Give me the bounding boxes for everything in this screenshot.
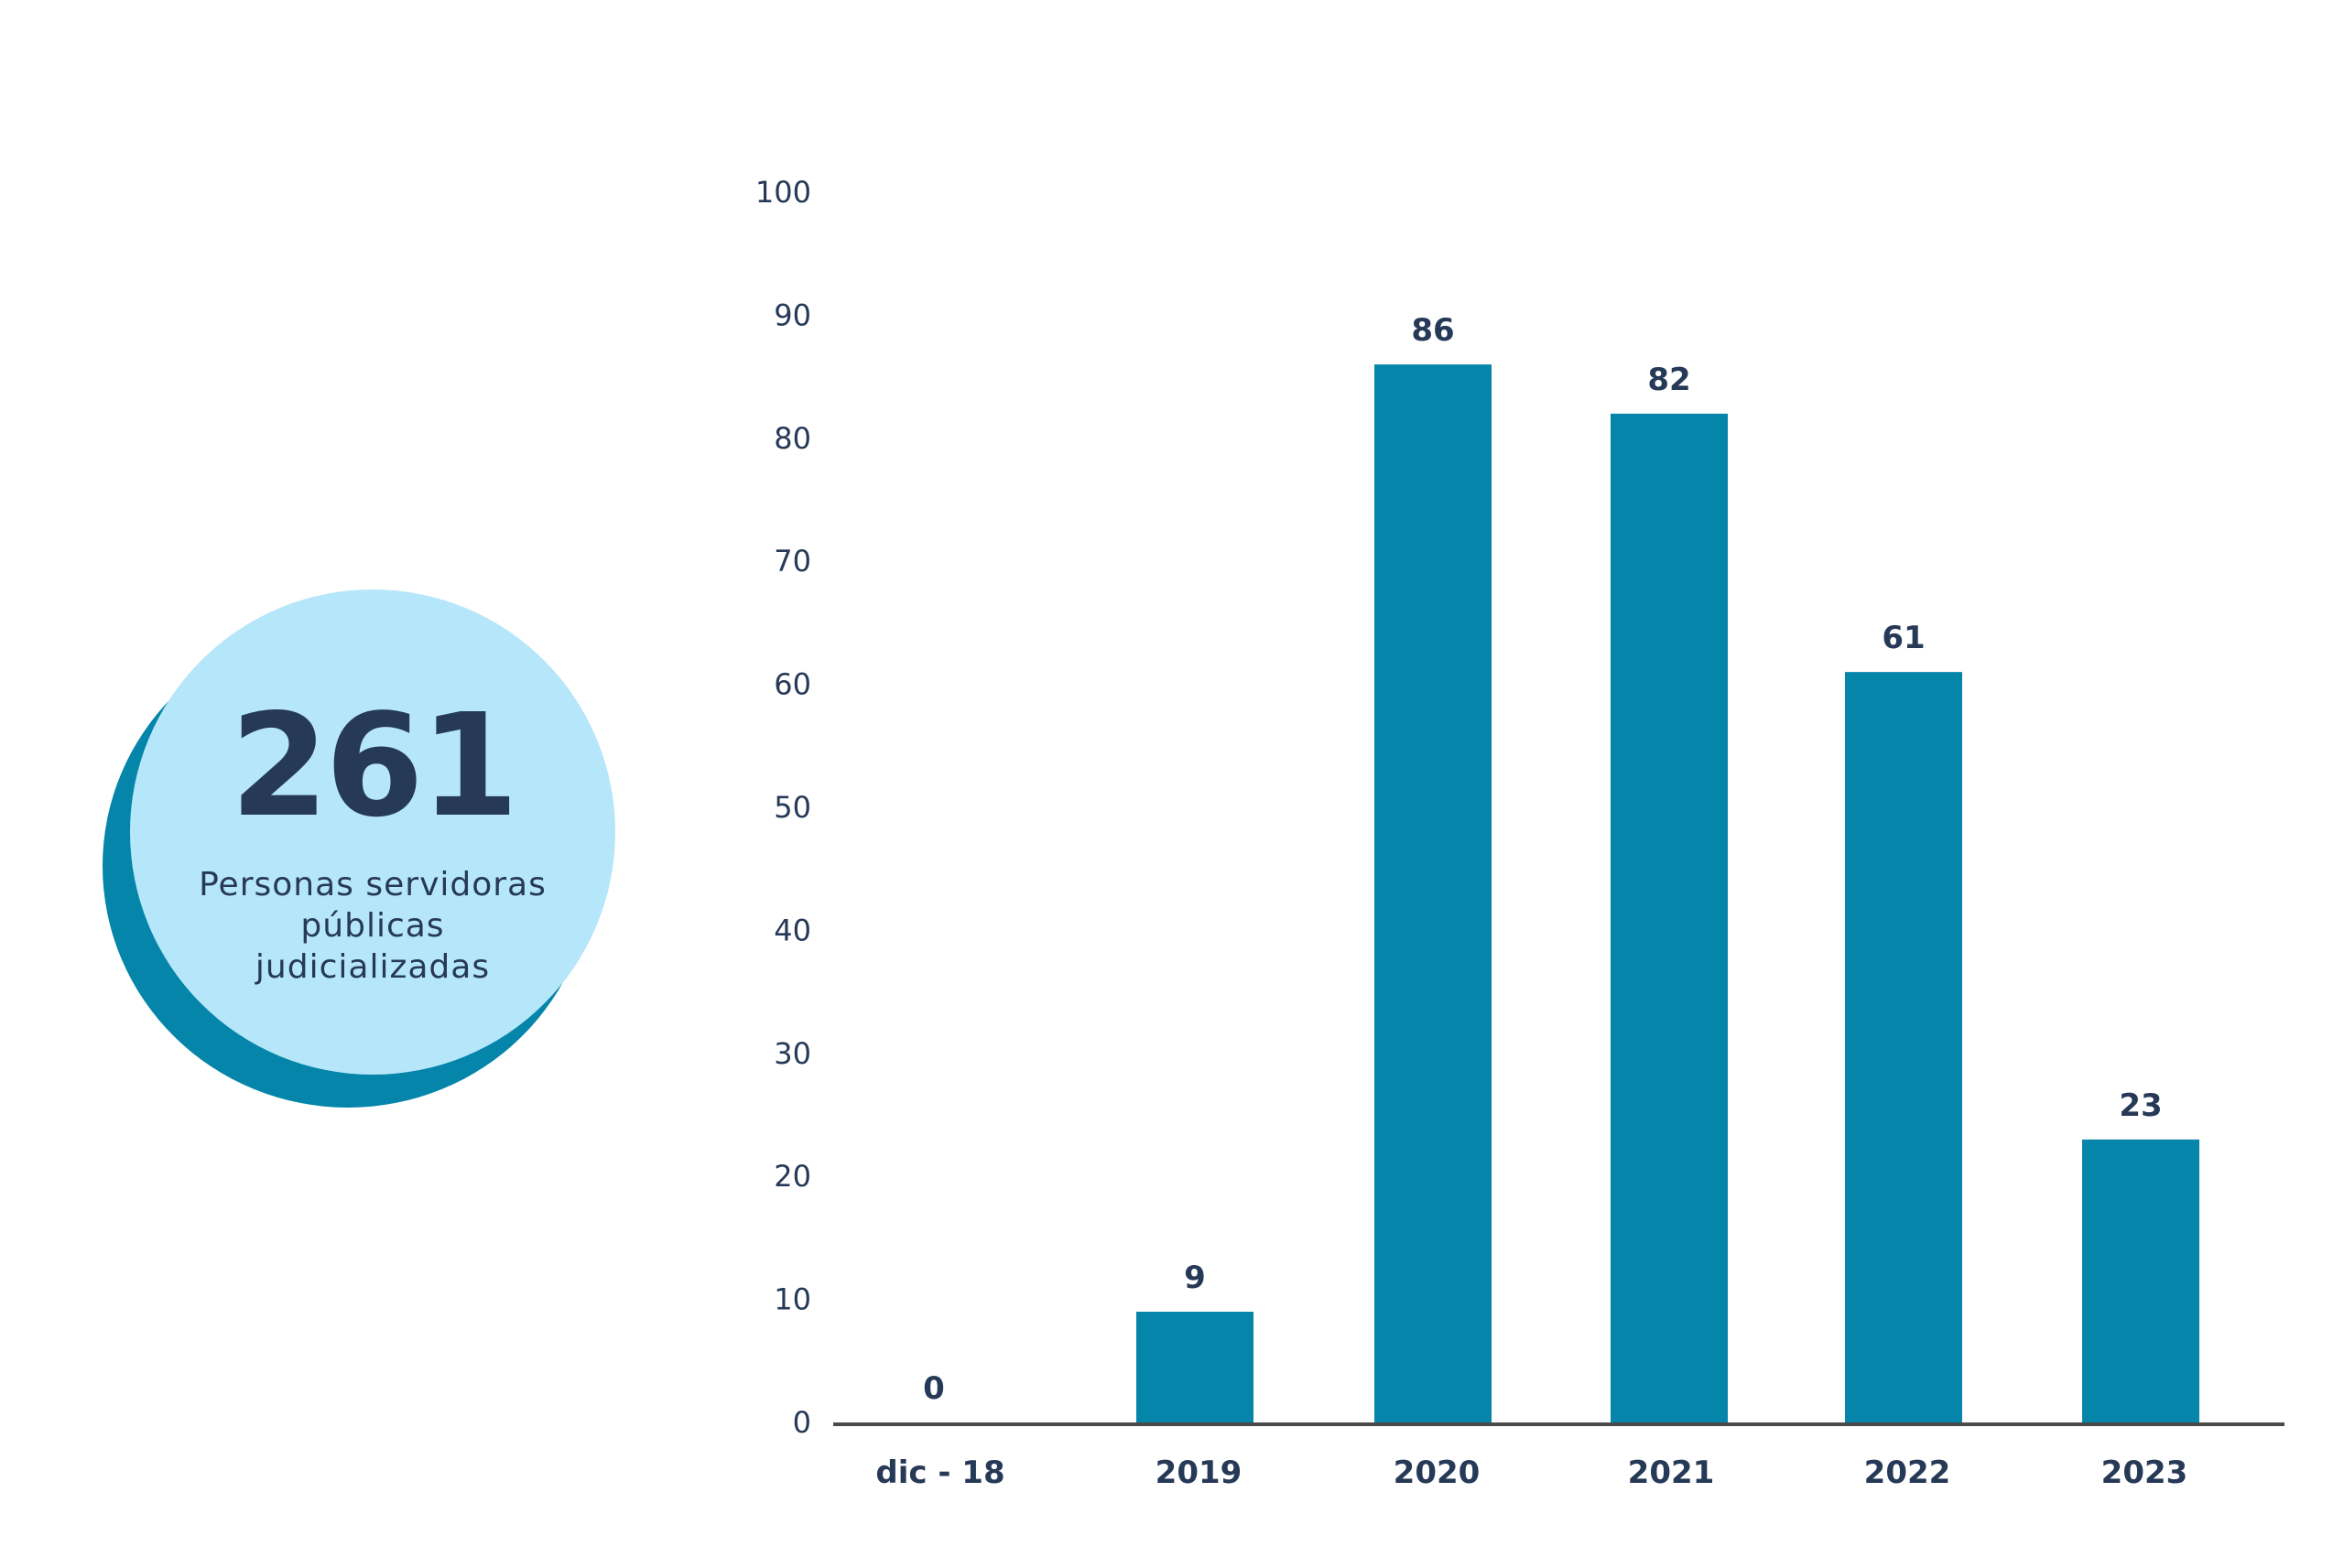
summary-badge: 261 Personas servidoras públicas judicia… (103, 586, 615, 1108)
bar (1845, 672, 1962, 1422)
bar (1136, 1312, 1253, 1422)
y-tick-label: 80 (774, 421, 811, 456)
value-label: 82 (1647, 362, 1690, 398)
value-labels: 0 9 86 82 61 23 (923, 312, 2163, 1407)
badge-circle: 261 Personas servidoras públicas judicia… (130, 589, 615, 1075)
x-tick-label: 2020 (1394, 1454, 1481, 1491)
y-tick-label: 60 (774, 667, 811, 702)
x-tick-label: 2022 (1864, 1454, 1951, 1491)
bar (2082, 1139, 2199, 1422)
badge-caption: Personas servidoras públicas judicializa… (167, 864, 579, 988)
bar (1374, 364, 1492, 1422)
y-tick-label: 40 (774, 913, 811, 947)
value-label: 61 (1882, 620, 1925, 656)
y-tick-label: 0 (793, 1405, 811, 1440)
x-tick-label: 2021 (1628, 1454, 1715, 1491)
y-tick-label: 100 (755, 175, 811, 210)
value-label: 23 (2119, 1087, 2162, 1124)
value-label: 86 (1411, 312, 1454, 349)
badge-total: 261 (230, 683, 519, 849)
badge-caption-line: judicializadas (255, 948, 491, 986)
value-label: 0 (923, 1370, 945, 1407)
badge-caption-line: públicas (300, 907, 445, 945)
bars (1136, 364, 2199, 1422)
x-axis-ticks: dic - 18 2019 2020 2021 2022 2023 (875, 1454, 2187, 1491)
y-tick-label: 10 (774, 1282, 811, 1317)
y-tick-label: 30 (774, 1036, 811, 1071)
y-tick-label: 50 (774, 790, 811, 825)
y-tick-label: 90 (774, 297, 811, 332)
badge-caption-line: Personas servidoras (199, 866, 547, 903)
x-tick-label: 2023 (2101, 1454, 2188, 1491)
y-axis-ticks: 0 10 20 30 40 50 60 70 80 90 100 (755, 175, 811, 1440)
bar (1611, 413, 1728, 1422)
x-tick-label: 2019 (1156, 1454, 1243, 1491)
y-tick-label: 70 (774, 544, 811, 579)
value-label: 9 (1184, 1260, 1206, 1296)
y-tick-label: 20 (774, 1159, 811, 1194)
x-tick-label: dic - 18 (875, 1454, 1004, 1491)
